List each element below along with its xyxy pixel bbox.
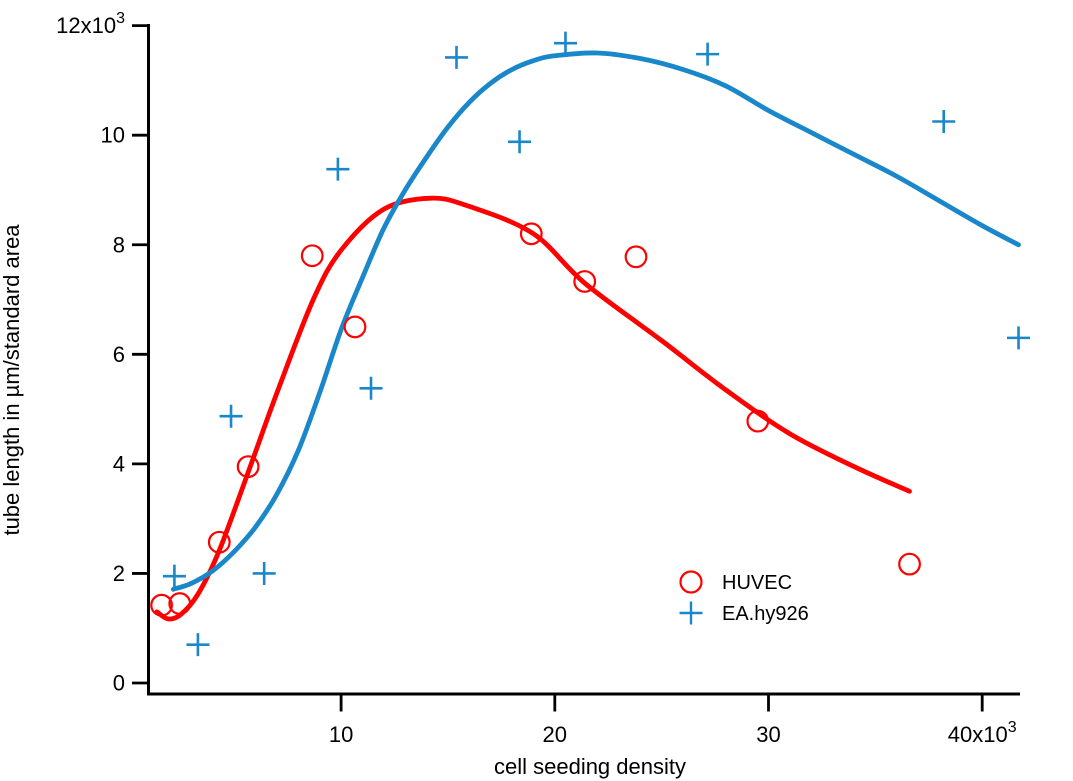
plus-marker-icon [679, 601, 703, 625]
x-tick-label: 40x103 [948, 719, 1017, 747]
eahy926-data-point [359, 376, 383, 400]
eahy926-data-point [186, 633, 210, 657]
circle-marker-icon [679, 570, 703, 594]
eahy926-data-point [1007, 326, 1031, 350]
axes [147, 24, 1020, 696]
legend-label-huvec: HUVEC [722, 572, 792, 594]
eahy926-data-point [162, 564, 186, 588]
axis-tick-labels: 0 2 4 6 8 10 12x103 10 20 30 40x103 [56, 10, 1017, 747]
huvec-data-point [624, 245, 648, 269]
eahy926-data-point [508, 130, 532, 154]
huvec-data-point [236, 455, 260, 479]
huvec-data-point [207, 530, 231, 554]
huvec-data-point [343, 315, 367, 339]
legend-label-eahy926: EA.hy926 [722, 603, 809, 625]
eahy926-data-point [326, 157, 350, 181]
huvec-data-point [898, 552, 921, 576]
y-tick-label: 8 [113, 232, 125, 257]
x-tick-label: 10 [329, 722, 353, 747]
y-tick-label: 0 [113, 671, 125, 696]
huvec-data-point [746, 409, 770, 433]
huvec-data-point [573, 270, 597, 293]
data-markers [150, 31, 1031, 657]
x-tick-label: 20 [543, 722, 567, 747]
eahy926-data-point [553, 31, 577, 55]
huvec-data-point [300, 244, 324, 268]
y-tick-label: 10 [101, 123, 125, 148]
eahy926-data-point [219, 404, 243, 428]
x-tick-label: 30 [756, 722, 780, 747]
y-axis-title: tube length in µm/standard area [0, 224, 24, 536]
huvec-data-point [150, 593, 173, 617]
x-axis-title: cell seeding density [494, 754, 686, 779]
eahy926-fit-curve [170, 50, 1021, 592]
y-tick-label: 4 [113, 451, 125, 476]
eahy926-data-point [444, 45, 468, 69]
fit-curves [154, 50, 1021, 622]
huvec-data-point [519, 222, 543, 246]
y-tick-label: 2 [113, 561, 125, 586]
huvec-fit-curve [154, 195, 912, 622]
eahy926-data-point [696, 42, 720, 66]
legend: HUVEC EA.hy926 [679, 570, 809, 625]
axis-ticks [132, 24, 984, 712]
eahy926-data-point [932, 110, 956, 134]
eahy926-data-point [252, 561, 276, 585]
huvec-data-point [168, 592, 192, 615]
y-tick-label: 6 [113, 342, 125, 367]
y-tick-label: 12x103 [56, 10, 125, 38]
